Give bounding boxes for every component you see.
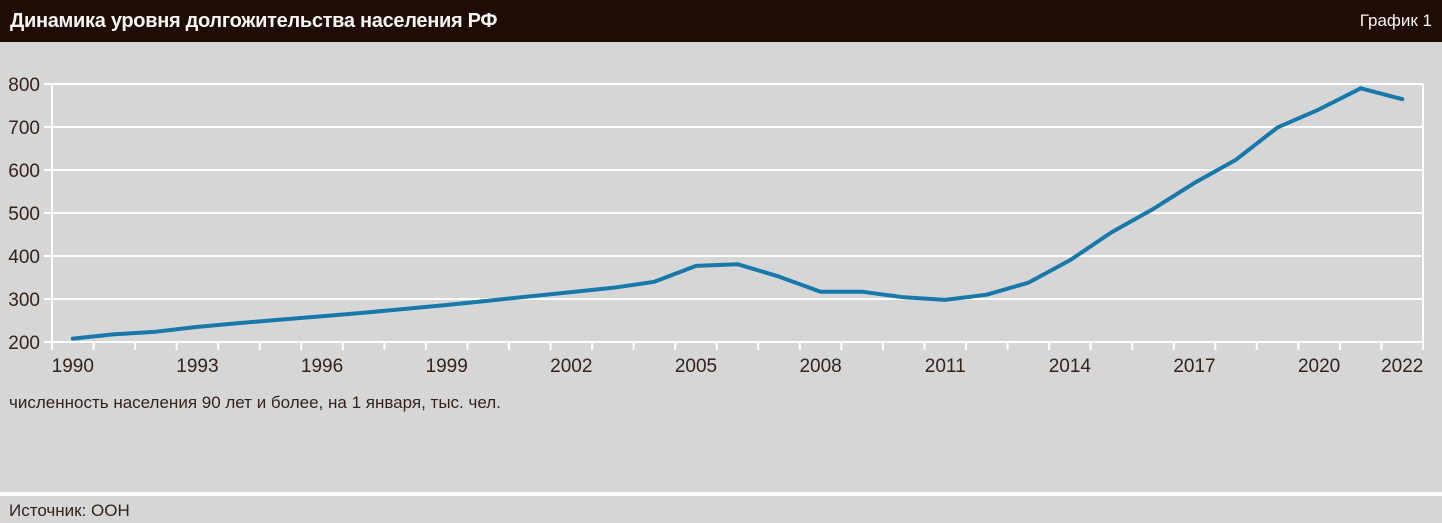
x-tick-label: 1996: [301, 356, 343, 377]
x-tick-label: 2011: [925, 356, 966, 377]
chart-title: Динамика уровня долгожительства населени…: [10, 9, 498, 32]
x-tick-label: 2017: [1173, 356, 1215, 377]
y-tick-label: 800: [8, 75, 40, 96]
x-tick-label: 1993: [176, 356, 218, 377]
y-tick-label: 300: [8, 290, 40, 311]
x-tick-label: 1999: [426, 356, 468, 377]
x-tick-label: 2014: [1049, 356, 1092, 377]
y-tick-label: 200: [8, 333, 40, 354]
x-tick-label: 2020: [1298, 356, 1340, 377]
source-label: Источник: ООН: [9, 501, 130, 520]
x-tick-label: 2005: [675, 356, 717, 377]
y-tick-label: 700: [8, 118, 40, 139]
x-tick-label: 2008: [799, 356, 841, 377]
figure-number-label: График 1: [1359, 11, 1432, 30]
footer-divider: [0, 492, 1442, 496]
x-tick-label: 2022: [1381, 356, 1423, 377]
data-line: [70, 86, 1405, 341]
x-tick-label: 2002: [550, 356, 592, 377]
chart-header: Динамика уровня долгожительства населени…: [0, 0, 1442, 42]
chart-caption: численность населения 90 лет и более, на…: [9, 393, 501, 412]
y-tick-label: 500: [8, 204, 40, 225]
x-tick-label: 1990: [52, 356, 94, 377]
y-tick-label: 400: [8, 247, 40, 268]
y-tick-label: 600: [8, 161, 40, 182]
